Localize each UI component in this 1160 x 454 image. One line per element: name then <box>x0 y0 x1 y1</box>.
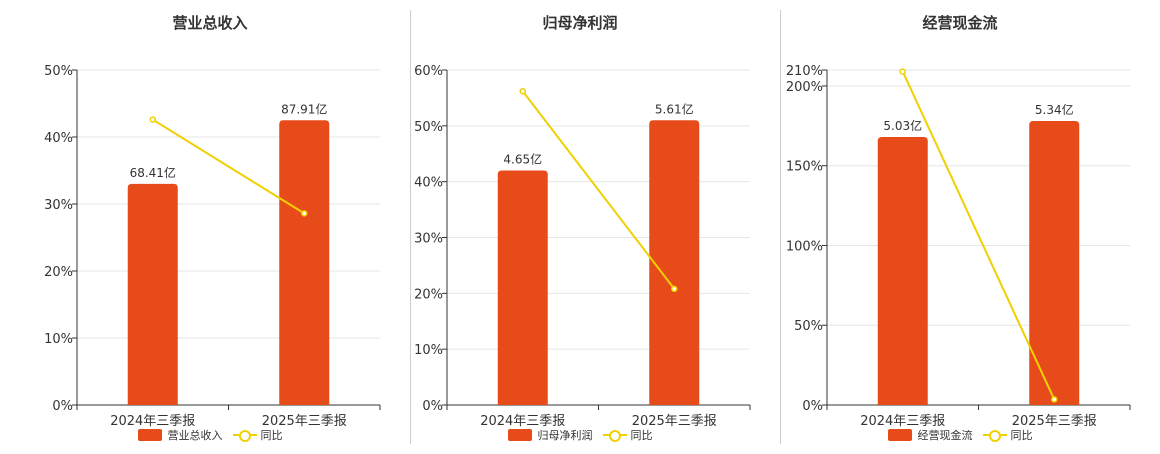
legend-line-swatch <box>982 429 1007 442</box>
bar-data-label: 5.34亿 <box>1035 102 1074 117</box>
bar-data-label: 5.03亿 <box>883 118 922 133</box>
y-tick-label: 50% <box>794 319 823 334</box>
y-tick-label: 200% <box>786 80 823 95</box>
bar <box>1029 121 1080 406</box>
x-tick-label: 2025年三季报 <box>262 414 347 429</box>
y-tick-label: 0% <box>52 399 73 414</box>
chart-legend: 经营现金流 同比 <box>775 427 1145 443</box>
line-point <box>519 87 526 95</box>
y-tick-label: 50% <box>44 64 73 79</box>
chart-panel-revenue: 营业总收入 0% 10% 20% 30% 40% 50% 68.41亿 2024年三季报 87.… <box>25 0 395 450</box>
chart-title: 营业总收入 <box>172 14 248 32</box>
chart-panel-cash-flow: 经营现金流 0% 50% 100% 150% 200% 210% 5.03亿 2024年三季报… <box>775 0 1145 450</box>
bar-data-label: 87.91亿 <box>281 101 327 116</box>
chart-title: 归母净利润 <box>542 14 618 32</box>
x-tick-label: 2025年三季报 <box>1012 414 1097 429</box>
legend-bar-swatch <box>507 429 532 441</box>
chart-panel-net-profit: 归母净利润 0% 10% 20% 30% 40% 50% 60% 4.65亿 2024年三季报 5… <box>395 0 765 450</box>
bar <box>649 120 700 405</box>
y-tick-label: 100% <box>786 239 823 254</box>
chart-plot-net-profit: 0% 10% 20% 30% 40% 50% 60% 4.65亿 2024年三季报 5.61亿 20… <box>414 64 751 429</box>
legend-item-bar[interactable]: 营业总收入 <box>137 427 223 443</box>
x-tick-label: 2024年三季报 <box>480 414 565 429</box>
x-tick-label: 2025年三季报 <box>632 414 717 429</box>
bar <box>877 137 928 405</box>
y-tick-label: 0% <box>422 399 443 414</box>
legend-item-bar[interactable]: 归母净利润 <box>507 427 593 443</box>
y-tick-label: 40% <box>44 131 73 146</box>
panel-divider <box>780 10 781 444</box>
bar <box>497 170 548 405</box>
legend-bar-swatch <box>137 429 162 441</box>
panel-divider <box>410 10 411 444</box>
legend-item-bar[interactable]: 经营现金流 <box>887 427 973 443</box>
bar-data-label: 68.41亿 <box>130 165 176 180</box>
bar <box>279 120 330 405</box>
legend-item-line[interactable]: 同比 <box>602 427 653 443</box>
y-tick-label: 40% <box>414 176 443 191</box>
legend-label: 同比 <box>630 429 653 442</box>
y-tick-label: 30% <box>414 232 443 247</box>
legend-line-swatch <box>232 429 257 442</box>
y-tick-label: 30% <box>44 198 73 213</box>
y-tick-label: 0% <box>802 399 823 414</box>
y-tick-label: 20% <box>44 265 73 280</box>
series-line <box>521 90 676 290</box>
line-point <box>301 210 308 217</box>
series-line <box>152 118 305 215</box>
y-tick-label: 10% <box>414 343 443 358</box>
legend-label: 同比 <box>1010 429 1033 442</box>
chart-plot-revenue: 0% 10% 20% 30% 40% 50% 68.41亿 2024年三季报 87.91亿 202… <box>44 64 381 429</box>
line-point <box>899 68 906 75</box>
chart-legend: 营业总收入 同比 <box>25 427 395 443</box>
line-point <box>149 116 156 123</box>
legend-line-swatch <box>602 429 627 442</box>
line-point <box>1051 396 1058 403</box>
legend-item-line[interactable]: 同比 <box>982 427 1033 443</box>
y-tick-label: 10% <box>44 332 73 347</box>
bar-data-label: 4.65亿 <box>503 152 542 167</box>
y-tick-label: 210% <box>786 64 823 79</box>
bar <box>127 183 178 405</box>
series-line <box>901 71 1056 400</box>
legend-label: 经营现金流 <box>917 429 973 442</box>
bar-data-label: 5.61亿 <box>655 101 694 116</box>
y-tick-label: 50% <box>414 120 443 135</box>
chart-legend: 归母净利润 同比 <box>395 427 765 443</box>
legend-label: 营业总收入 <box>167 429 223 442</box>
legend-bar-swatch <box>887 429 912 441</box>
legend-label: 归母净利润 <box>537 429 593 442</box>
chart-title: 经营现金流 <box>922 14 998 32</box>
x-tick-label: 2024年三季报 <box>110 414 195 429</box>
legend-item-line[interactable]: 同比 <box>232 427 283 443</box>
x-tick-label: 2024年三季报 <box>860 414 945 429</box>
legend-label: 同比 <box>260 429 283 442</box>
chart-plot-cash-flow: 0% 50% 100% 150% 200%210% 5.03亿 2024年三季报 5.34亿 2… <box>786 64 1131 429</box>
y-tick-label: 20% <box>414 287 443 302</box>
y-tick-label: 60% <box>414 64 443 79</box>
line-point <box>671 285 678 293</box>
y-tick-label: 150% <box>786 160 823 175</box>
